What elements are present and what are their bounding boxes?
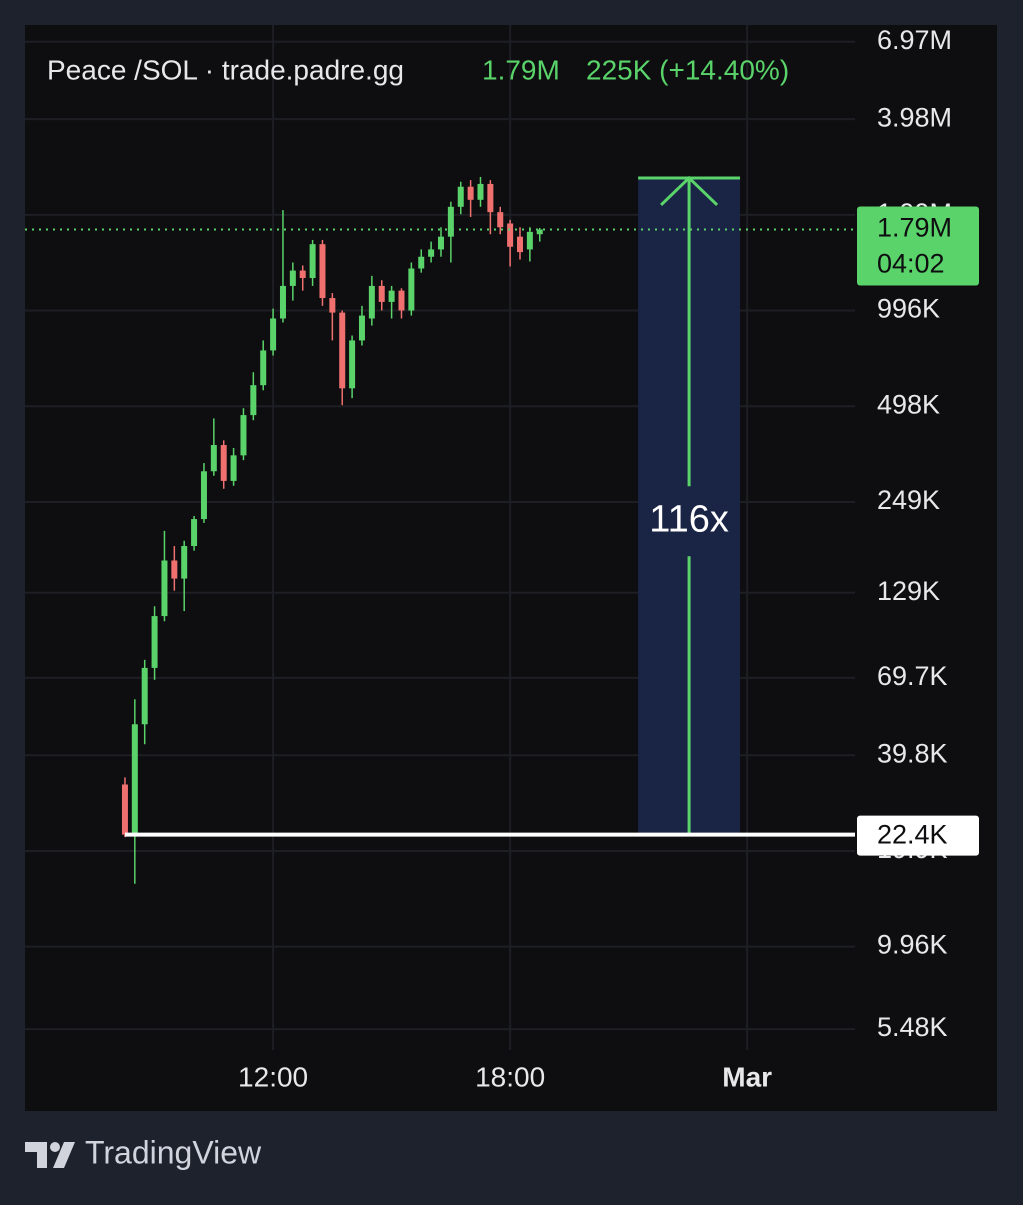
candle-body [378, 285, 385, 302]
x-tick-label: 18:00 [475, 1061, 545, 1092]
chart-title: Peace /SOL · trade.padre.gg [47, 54, 404, 85]
candle-body [171, 560, 178, 579]
candle-body [181, 546, 188, 579]
candle-body [200, 471, 207, 520]
overlay: 5.48K9.96K19.9K39.8K69.7K129K249K498K996… [25, 25, 979, 1092]
candle-body [477, 183, 484, 200]
price-badge [857, 206, 979, 286]
y-tick-label: 39.8K [877, 738, 948, 768]
y-tick-label: 129K [877, 576, 940, 606]
candle-body [220, 445, 227, 481]
candle-body [339, 312, 346, 389]
ray-badge [857, 815, 979, 856]
candle-body [526, 231, 533, 250]
ray-badge-label: 22.4K [877, 820, 948, 850]
candle-body [349, 340, 356, 389]
candle-body [250, 385, 257, 416]
candle-body [279, 285, 286, 319]
candle-body [368, 285, 375, 319]
candle-body [507, 223, 514, 247]
candle-body [388, 290, 395, 302]
candle-body [428, 249, 435, 257]
candle-body [210, 445, 217, 472]
candle-body [516, 236, 523, 253]
watermark: TradingView [85, 1134, 262, 1170]
y-tick-label: 6.97M [877, 25, 952, 55]
candle-body [151, 616, 158, 668]
candle-body [161, 560, 168, 617]
candle-body [467, 186, 474, 200]
candle-body [329, 298, 336, 313]
candle-body [240, 415, 247, 456]
candle-body [319, 244, 326, 299]
candle-body [270, 318, 277, 351]
measure-arrowhead [660, 175, 719, 207]
candle-body [447, 206, 454, 237]
candle-body [121, 784, 128, 835]
candle-body [289, 270, 296, 286]
candle-body [141, 667, 148, 725]
candle-body [437, 236, 444, 250]
candle-body [418, 256, 425, 269]
y-tick-label: 996K [877, 294, 940, 324]
header-price: 1.79M [482, 54, 560, 85]
candle-body [309, 244, 316, 279]
y-tick-label: 3.98M [877, 102, 952, 132]
candle-body [260, 350, 267, 386]
header-change: 225K (+14.40%) [586, 54, 789, 85]
tradingview-logo [25, 1142, 75, 1168]
candle-body [408, 268, 415, 311]
candle-body [358, 315, 365, 341]
candle-body [299, 270, 306, 279]
y-tick-label: 5.48K [877, 1012, 948, 1042]
x-tick-label: Mar [722, 1061, 772, 1092]
candle-body [457, 186, 464, 207]
y-tick-label: 249K [877, 485, 940, 515]
marks [121, 176, 543, 884]
candle-body [497, 212, 504, 228]
candle-body [487, 183, 494, 213]
y-tick-label: 498K [877, 389, 940, 419]
candle-body [536, 229, 543, 235]
y-tick-label: 9.96K [877, 930, 948, 960]
candle-body [191, 519, 198, 547]
x-tick-label: 12:00 [238, 1061, 308, 1092]
price-countdown: 04:02 [877, 249, 945, 279]
y-tick-label: 69.7K [877, 661, 948, 691]
price-badge-label: 1.79M [877, 213, 952, 243]
candle-body [398, 290, 405, 311]
candle-body [230, 455, 237, 481]
measure-label: 116x [649, 498, 729, 540]
candle-body [131, 724, 138, 835]
